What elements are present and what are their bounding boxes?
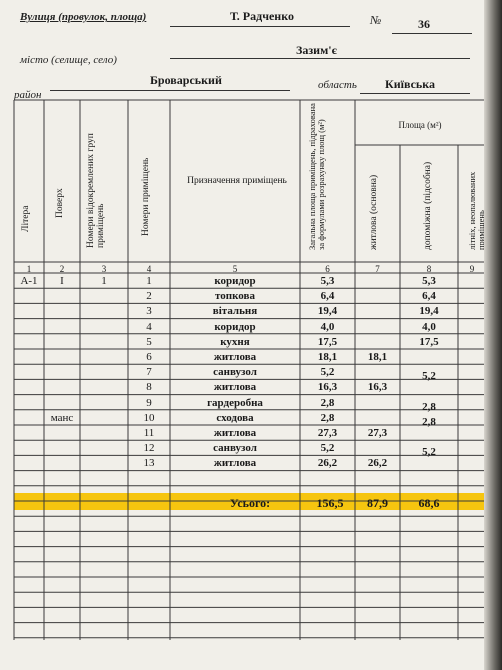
col-area-group-header: Площа (м²)	[398, 120, 442, 130]
cell-room: 3	[146, 305, 152, 318]
number-underline	[392, 33, 472, 34]
cell-total: 4,0	[320, 320, 335, 333]
street-value: Т. Радченко	[230, 9, 294, 23]
col-group-header: Номери відокремлених груп приміщень	[86, 133, 106, 248]
cell-purpose: санвузол	[213, 442, 257, 455]
total-label: Усього:	[229, 496, 271, 510]
cell-living: 26,2	[367, 457, 388, 470]
cell-purpose: коридор	[214, 275, 256, 287]
total-area-value: 156,5	[316, 496, 344, 510]
region-value: Київська	[385, 77, 435, 91]
cell-total: 26,2	[317, 457, 338, 470]
total-aux-value: 68,6	[418, 496, 440, 510]
cell-aux: 5,2	[422, 370, 436, 383]
cell-living: 18,1	[367, 351, 388, 363]
cell-room: 4	[146, 320, 152, 333]
cell-room: 6	[146, 351, 152, 363]
street-label-text: Вулиця (провулок, площа)	[20, 11, 147, 23]
col-aux-header: допоміжна (підсобна)	[423, 161, 433, 250]
column-number: 7	[375, 264, 380, 274]
cell-total: 19,4	[317, 305, 338, 318]
cell-living: 16,3	[367, 381, 388, 394]
district-underline	[50, 90, 290, 91]
cell-purpose: топкова	[215, 290, 255, 303]
col-total-header: Загальна площа приміщень, підрахована за…	[307, 103, 326, 250]
cell-total: 16,3	[317, 381, 338, 394]
district-value: Броварський	[150, 73, 222, 87]
cell-total: 27,3	[317, 427, 338, 439]
cell-room: 7	[146, 366, 152, 379]
column-number: 1	[26, 264, 32, 274]
column-number: 8	[426, 264, 432, 274]
cell-total: 6,4	[320, 290, 335, 303]
col-purpose-header: Призначення приміщень	[187, 176, 287, 186]
col-living-header: житлова (основна)	[369, 174, 379, 250]
district-label: район	[14, 89, 42, 101]
cell-aux: 19,4	[419, 305, 439, 318]
cell-room: 12	[143, 442, 155, 455]
cell-floor: І	[60, 275, 64, 287]
settlement-underline	[170, 58, 470, 59]
cell-purpose: санвузол	[213, 366, 257, 379]
cell-aux: 5,3	[422, 275, 436, 287]
cell-room: 13	[143, 457, 155, 470]
column-number: 5	[232, 264, 238, 274]
cell-purpose: житлова	[213, 351, 257, 363]
document-page: Вулиця (провулок, площа) Т. Радченко № 3…	[0, 0, 490, 670]
cell-room: 8	[146, 381, 152, 394]
cell-purpose: житлова	[213, 381, 257, 394]
cell-aux: 6,4	[422, 290, 436, 303]
cell-total: 18,1	[317, 351, 338, 363]
col-room-header: Номери приміщень	[141, 157, 151, 236]
number-value: 36	[418, 17, 430, 31]
cell-living: 27,3	[367, 427, 388, 439]
col-floor-header: Поверх	[55, 188, 65, 218]
column-number: 2	[59, 264, 65, 274]
cell-total: 5,2	[320, 442, 335, 455]
cell-purpose: житлова	[213, 427, 257, 439]
cell-aux: 2,8	[422, 415, 436, 428]
street-underline	[170, 26, 350, 27]
region-underline	[360, 93, 470, 94]
street-label: Вулиця (провулок, площа)	[20, 12, 146, 23]
cell-room: 1	[146, 275, 152, 287]
cell-total: 5,3	[320, 275, 335, 287]
cell-litera: А-1	[20, 275, 38, 287]
settlement-value: Зазим'є	[296, 43, 337, 57]
cell-aux: 17,5	[419, 335, 439, 348]
cell-total: 17,5	[317, 335, 338, 348]
cell-total: 5,2	[320, 366, 335, 379]
cell-total: 2,8	[320, 396, 335, 409]
number-label: №	[370, 13, 382, 27]
column-number: 4	[146, 264, 152, 274]
cell-group: 1	[101, 275, 107, 287]
cell-room: 10	[143, 411, 155, 424]
cell-total: 2,8	[320, 411, 335, 424]
cell-aux: 2,8	[422, 400, 436, 413]
cell-purpose: житлова	[213, 457, 257, 470]
cell-aux: 5,2	[422, 446, 436, 459]
cell-purpose: гардеробна	[207, 396, 263, 409]
total-living-value: 87,9	[367, 496, 388, 510]
cell-aux: 4,0	[422, 320, 436, 333]
region-label: область	[318, 79, 357, 91]
cell-room: 2	[146, 290, 152, 303]
cell-purpose: сходова	[216, 411, 254, 424]
cell-purpose: коридор	[214, 320, 256, 333]
column-number: 3	[101, 264, 107, 274]
page-binding-edge	[484, 0, 502, 670]
column-number: 6	[325, 264, 330, 274]
settlement-label: місто (селище, село)	[20, 54, 117, 66]
cell-room: 11	[143, 427, 155, 439]
cell-room: 9	[146, 396, 152, 409]
cell-purpose: кухня	[220, 335, 250, 348]
cell-room: 5	[146, 335, 152, 348]
cell-floor: манс	[50, 411, 74, 424]
col-litera-header: Літера	[21, 205, 31, 232]
cell-purpose: вітальня	[212, 305, 258, 318]
column-number: 9	[469, 264, 475, 274]
